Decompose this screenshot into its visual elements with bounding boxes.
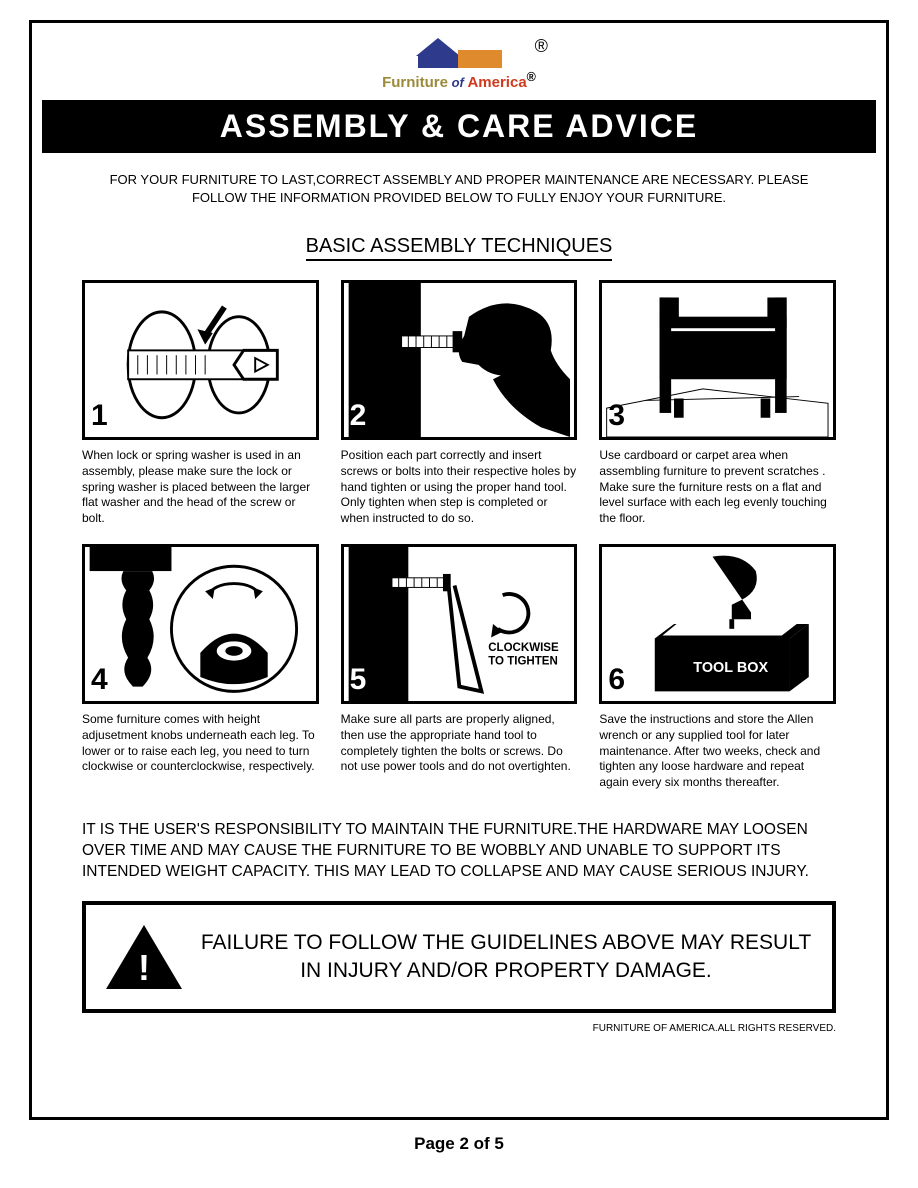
brand-logo: ® Furniture of America® <box>382 38 536 91</box>
responsibility-text: IT IS THE USER'S RESPONSIBILITY TO MAINT… <box>82 820 836 883</box>
logo-text: Furniture of America® <box>382 70 536 91</box>
logo-graphic: ® <box>382 38 536 56</box>
step-1-number: 1 <box>91 399 108 433</box>
page-container: ® Furniture of America® ASSEMBLY & CARE … <box>29 20 889 1120</box>
step-5-caption: Make sure all parts are properly aligned… <box>341 712 578 774</box>
logo-word-america: America <box>467 74 526 91</box>
step-1-illustration: 1 <box>82 280 319 440</box>
step-1-caption: When lock or spring washer is used in an… <box>82 448 319 526</box>
logo-house-blue-icon <box>416 38 460 56</box>
step-6-caption: Save the instructions and store the Alle… <box>599 712 836 790</box>
step-3-number: 3 <box>608 399 625 433</box>
warning-text: FAILURE TO FOLLOW THE GUIDELINES ABOVE M… <box>200 929 812 986</box>
step-3-illustration: 3 <box>599 280 836 440</box>
logo-block: ® Furniture of America® <box>42 38 876 92</box>
footer-rights: FURNITURE OF AMERICA.ALL RIGHTS RESERVED… <box>42 1023 836 1034</box>
step-3: 3 Use cardboard or carpet area when asse… <box>599 280 836 526</box>
svg-text:TO TIGHTEN: TO TIGHTEN <box>488 656 558 668</box>
step-4-number: 4 <box>91 663 108 697</box>
logo-word-furniture: Furniture <box>382 74 448 91</box>
logo-word-of: of <box>448 75 468 90</box>
steps-grid: 1 When lock or spring washer is used in … <box>82 280 836 790</box>
logo-house-orange-icon <box>458 50 502 68</box>
step-4-illustration: 4 <box>82 544 319 704</box>
step-5-illustration: CLOCKWISE TO TIGHTEN 5 <box>341 544 578 704</box>
step-2-number: 2 <box>350 399 367 433</box>
page-number: Page 2 of 5 <box>0 1134 918 1154</box>
svg-text:TOOL BOX: TOOL BOX <box>694 660 769 676</box>
step-2-caption: Position each part correctly and insert … <box>341 448 578 526</box>
section-title: BASIC ASSEMBLY TECHNIQUES <box>42 235 876 258</box>
step-2: 2 Position each part correctly and inser… <box>341 280 578 526</box>
step-3-caption: Use cardboard or carpet area when assemb… <box>599 448 836 526</box>
logo-reg: ® <box>527 70 536 84</box>
step-1: 1 When lock or spring washer is used in … <box>82 280 319 526</box>
warning-box: FAILURE TO FOLLOW THE GUIDELINES ABOVE M… <box>82 901 836 1013</box>
step-6-number: 6 <box>608 663 625 697</box>
step-6-illustration: TOOL BOX 6 <box>599 544 836 704</box>
step-4: 4 Some furniture comes with height adjus… <box>82 544 319 790</box>
title-bar: ASSEMBLY & CARE ADVICE <box>42 100 876 153</box>
step-2-illustration: 2 <box>341 280 578 440</box>
svg-text:CLOCKWISE: CLOCKWISE <box>488 642 559 654</box>
step-6: TOOL BOX 6 Save the instructions and sto… <box>599 544 836 790</box>
section-title-text: BASIC ASSEMBLY TECHNIQUES <box>306 235 613 261</box>
step-5: CLOCKWISE TO TIGHTEN 5 Make sure all par… <box>341 544 578 790</box>
intro-text: FOR YOUR FURNITURE TO LAST,CORRECT ASSEM… <box>82 171 836 207</box>
warning-triangle-icon <box>106 925 182 989</box>
logo-reg-top: ® <box>535 36 548 57</box>
step-5-number: 5 <box>350 663 367 697</box>
step-4-caption: Some furniture comes with height adjuset… <box>82 712 319 774</box>
